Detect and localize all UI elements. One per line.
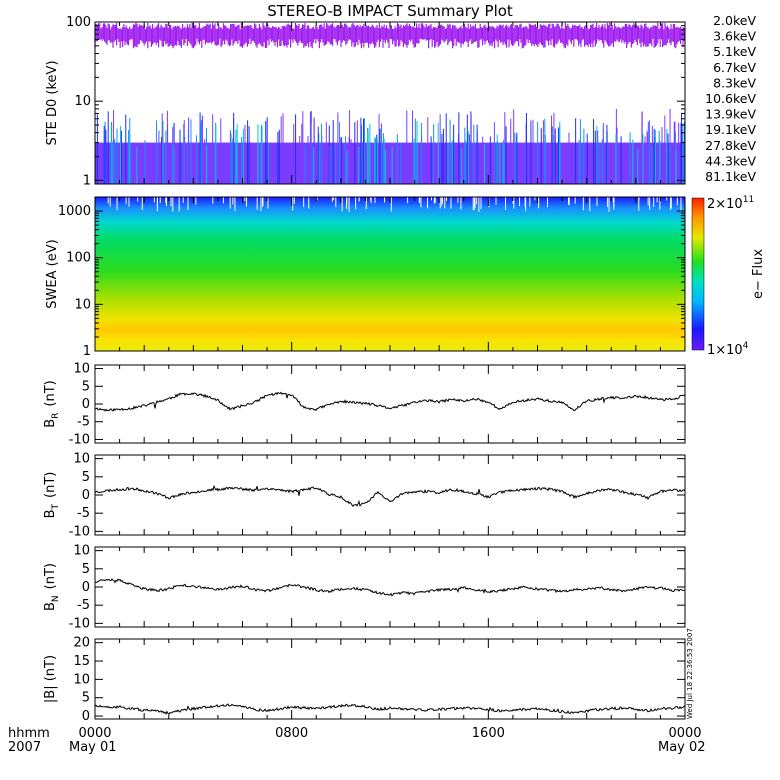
- x-tick-label: 1600: [472, 726, 505, 741]
- legend-entry: 44.3keV: [705, 153, 756, 168]
- bt-tick-label: -10: [69, 524, 90, 539]
- legend-entry: 81.1keV: [705, 169, 756, 184]
- x-tick-label: 0000: [668, 726, 701, 741]
- bn-tick-label: 0: [82, 580, 90, 595]
- bn-trace: [95, 578, 686, 597]
- ste-energy-bars: [94, 22, 685, 184]
- colorbar-min-label: 1×104: [707, 341, 749, 358]
- bn-tick-label: -10: [69, 616, 90, 631]
- bt-frame: [94, 454, 686, 536]
- ste-tick-label: 10: [74, 94, 91, 109]
- bn-tick-label: 5: [82, 562, 90, 577]
- bt-panel: 10 5 0 -5 -10 BT(nT): [43, 452, 686, 539]
- bmag-tick-label: 20: [73, 636, 90, 651]
- legend-entry: 5.1keV: [713, 44, 756, 59]
- swea-data-gaps: [107, 197, 682, 212]
- swea-y-label: SWEA (eV): [45, 239, 60, 308]
- swea-tick-label: 1: [83, 344, 91, 359]
- bmag-tick-label: 5: [82, 691, 90, 706]
- br-tick-label: 5: [82, 379, 90, 394]
- plot-title: STEREO-B IMPACT Summary Plot: [267, 2, 513, 20]
- swea-tick-label: 1000: [58, 204, 91, 219]
- legend-entry: 2.0keV: [713, 13, 756, 28]
- br-trace: [94, 391, 686, 412]
- ste-y-label: STE D0 (keV): [45, 60, 60, 145]
- energy-legend: 2.0keV3.6keV5.1keV6.7keV8.3keV10.6keV13.…: [705, 13, 756, 184]
- legend-entry: 3.6keV: [713, 29, 756, 44]
- x-tick-label: 0000: [78, 726, 111, 741]
- bt-tick-label: 10: [73, 452, 90, 467]
- x-axis-ticks: 0000 0800 1600 0000: [78, 22, 702, 741]
- br-panel: 10 5 0 -5 -10 BR(nT): [43, 362, 686, 447]
- bt-tick-label: 5: [82, 470, 90, 485]
- bn-tick-label: -5: [77, 598, 90, 613]
- colorbar-max-label: 2×1011: [707, 195, 754, 212]
- bmag-y-label: |B| (nT): [43, 655, 58, 703]
- ste-y-ticks: 1 10 100: [66, 15, 685, 188]
- bmag-trace: [94, 703, 686, 716]
- bn-y-label: BN(nT): [43, 563, 61, 611]
- legend-entry: 27.8keV: [705, 138, 756, 153]
- br-tick-label: -5: [77, 415, 90, 430]
- br-tick-label: -10: [69, 432, 90, 447]
- legend-entry: 10.6keV: [705, 91, 756, 106]
- swea-tick-label: 100: [66, 251, 91, 266]
- bn-frame: [94, 546, 686, 628]
- bt-trace: [94, 484, 686, 507]
- bn-y-ticks: 10 5 0 -5 -10: [69, 544, 685, 631]
- ste-tick-label: 100: [66, 15, 91, 30]
- date-start-label: May 01: [69, 740, 117, 755]
- footer-hhmm: hhmm: [8, 726, 50, 741]
- bmag-y-ticks: 20 15 10 5 0: [73, 636, 685, 724]
- bmag-panel: 20 15 10 5 0 |B| (nT) Wed Jul 18 22:36:53 20…: [43, 628, 694, 724]
- bmag-tick-label: 10: [73, 672, 90, 687]
- bmag-tick-label: 15: [73, 654, 90, 669]
- ste-band-3.6keV: [95, 142, 685, 184]
- ste-tick-label: 1: [83, 173, 91, 188]
- bt-tick-label: 0: [82, 488, 90, 503]
- date-end-label: May 02: [658, 740, 706, 755]
- swea-spectrogram: [95, 197, 685, 351]
- br-y-label: BR(nT): [43, 380, 61, 428]
- legend-entry: 8.3keV: [713, 75, 756, 90]
- swea-panel: 1 10 100 1000 SWEA (eV) 2×1011 1×104 e− Flu…: [45, 195, 766, 359]
- swea-tick-label: 10: [74, 297, 91, 312]
- colorbar: [691, 197, 705, 351]
- legend-entry: 6.7keV: [713, 60, 756, 75]
- br-y-ticks: 10 5 0 -5 -10: [69, 362, 685, 447]
- bn-panel: 10 5 0 -5 -10 BN(nT): [43, 544, 686, 631]
- bt-y-label: BT(nT): [43, 472, 61, 519]
- bn-tick-label: 10: [73, 544, 90, 559]
- colorbar-label: e− Flux: [751, 249, 766, 299]
- legend-entry: 19.1keV: [705, 122, 756, 137]
- bmag-tick-label: 0: [82, 709, 90, 724]
- bt-y-ticks: 10 5 0 -5 -10: [69, 452, 685, 539]
- footer-year: 2007: [8, 740, 41, 755]
- ste-panel: 1 10 100 STE D0 (keV) 2.0keV3.6keV5.1keV6.…: [45, 13, 756, 188]
- swea-y-ticks: 1 10 100 1000: [58, 196, 685, 359]
- bt-tick-label: -5: [77, 506, 90, 521]
- x-tick-label: 0800: [275, 726, 308, 741]
- br-tick-label: 10: [73, 362, 90, 377]
- br-tick-label: 0: [82, 397, 90, 412]
- br-frame: [94, 364, 686, 444]
- legend-entry: 13.9keV: [705, 107, 756, 122]
- timestamp-label: Wed Jul 18 22:36:53 2007: [686, 628, 694, 719]
